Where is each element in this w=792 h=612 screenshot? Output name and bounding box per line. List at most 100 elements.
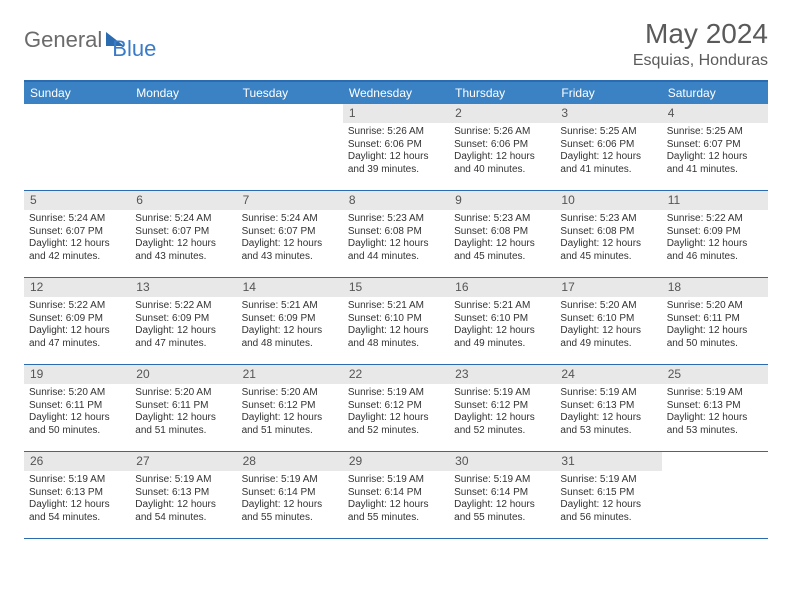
week-row: 19Sunrise: 5:20 AMSunset: 6:11 PMDayligh… bbox=[24, 365, 768, 452]
day-body: Sunrise: 5:19 AMSunset: 6:13 PMDaylight:… bbox=[130, 471, 236, 528]
day-number: 2 bbox=[449, 104, 555, 123]
day-number: 5 bbox=[24, 191, 130, 210]
day-number: 7 bbox=[237, 191, 343, 210]
day-cell: 22Sunrise: 5:19 AMSunset: 6:12 PMDayligh… bbox=[343, 365, 449, 451]
daylight-line: Daylight: 12 hours and 42 minutes. bbox=[29, 238, 125, 263]
day-number: 15 bbox=[343, 278, 449, 297]
daylight-line: Daylight: 12 hours and 51 minutes. bbox=[135, 412, 231, 437]
day-body: Sunrise: 5:20 AMSunset: 6:11 PMDaylight:… bbox=[662, 297, 768, 354]
empty-cell bbox=[662, 452, 768, 538]
daylight-line: Daylight: 12 hours and 41 minutes. bbox=[560, 151, 656, 176]
day-cell: 29Sunrise: 5:19 AMSunset: 6:14 PMDayligh… bbox=[343, 452, 449, 538]
sunset-line: Sunset: 6:10 PM bbox=[560, 313, 656, 326]
weeks-container: 1Sunrise: 5:26 AMSunset: 6:06 PMDaylight… bbox=[24, 104, 768, 539]
day-body: Sunrise: 5:20 AMSunset: 6:11 PMDaylight:… bbox=[130, 384, 236, 441]
day-body: Sunrise: 5:24 AMSunset: 6:07 PMDaylight:… bbox=[237, 210, 343, 267]
day-body: Sunrise: 5:19 AMSunset: 6:15 PMDaylight:… bbox=[555, 471, 661, 528]
sunrise-line: Sunrise: 5:19 AM bbox=[454, 387, 550, 400]
day-body: Sunrise: 5:22 AMSunset: 6:09 PMDaylight:… bbox=[24, 297, 130, 354]
day-cell: 2Sunrise: 5:26 AMSunset: 6:06 PMDaylight… bbox=[449, 104, 555, 190]
header: General Blue May 2024 Esquias, Honduras bbox=[24, 18, 768, 70]
sunrise-line: Sunrise: 5:23 AM bbox=[560, 213, 656, 226]
weekday-header: Monday bbox=[130, 82, 236, 104]
day-body: Sunrise: 5:19 AMSunset: 6:12 PMDaylight:… bbox=[449, 384, 555, 441]
daylight-line: Daylight: 12 hours and 45 minutes. bbox=[454, 238, 550, 263]
sunrise-line: Sunrise: 5:24 AM bbox=[29, 213, 125, 226]
day-number: 23 bbox=[449, 365, 555, 384]
day-cell: 8Sunrise: 5:23 AMSunset: 6:08 PMDaylight… bbox=[343, 191, 449, 277]
day-cell: 20Sunrise: 5:20 AMSunset: 6:11 PMDayligh… bbox=[130, 365, 236, 451]
sunset-line: Sunset: 6:09 PM bbox=[242, 313, 338, 326]
sunset-line: Sunset: 6:07 PM bbox=[29, 226, 125, 239]
sunrise-line: Sunrise: 5:21 AM bbox=[454, 300, 550, 313]
empty-cell bbox=[130, 104, 236, 190]
empty-cell bbox=[237, 104, 343, 190]
week-row: 5Sunrise: 5:24 AMSunset: 6:07 PMDaylight… bbox=[24, 191, 768, 278]
daylight-line: Daylight: 12 hours and 48 minutes. bbox=[348, 325, 444, 350]
week-row: 12Sunrise: 5:22 AMSunset: 6:09 PMDayligh… bbox=[24, 278, 768, 365]
sunset-line: Sunset: 6:10 PM bbox=[348, 313, 444, 326]
day-body: Sunrise: 5:20 AMSunset: 6:10 PMDaylight:… bbox=[555, 297, 661, 354]
daylight-line: Daylight: 12 hours and 55 minutes. bbox=[454, 499, 550, 524]
day-body: Sunrise: 5:24 AMSunset: 6:07 PMDaylight:… bbox=[130, 210, 236, 267]
day-body: Sunrise: 5:20 AMSunset: 6:11 PMDaylight:… bbox=[24, 384, 130, 441]
weekday-header: Tuesday bbox=[237, 82, 343, 104]
day-cell: 10Sunrise: 5:23 AMSunset: 6:08 PMDayligh… bbox=[555, 191, 661, 277]
daylight-line: Daylight: 12 hours and 52 minutes. bbox=[454, 412, 550, 437]
day-body: Sunrise: 5:19 AMSunset: 6:13 PMDaylight:… bbox=[24, 471, 130, 528]
day-cell: 27Sunrise: 5:19 AMSunset: 6:13 PMDayligh… bbox=[130, 452, 236, 538]
day-body: Sunrise: 5:22 AMSunset: 6:09 PMDaylight:… bbox=[662, 210, 768, 267]
day-cell: 1Sunrise: 5:26 AMSunset: 6:06 PMDaylight… bbox=[343, 104, 449, 190]
day-number: 9 bbox=[449, 191, 555, 210]
day-cell: 16Sunrise: 5:21 AMSunset: 6:10 PMDayligh… bbox=[449, 278, 555, 364]
daylight-line: Daylight: 12 hours and 40 minutes. bbox=[454, 151, 550, 176]
sunset-line: Sunset: 6:12 PM bbox=[242, 400, 338, 413]
sunset-line: Sunset: 6:14 PM bbox=[454, 487, 550, 500]
sunset-line: Sunset: 6:08 PM bbox=[348, 226, 444, 239]
calendar-grid: SundayMondayTuesdayWednesdayThursdayFrid… bbox=[24, 80, 768, 539]
sunrise-line: Sunrise: 5:25 AM bbox=[560, 126, 656, 139]
sunset-line: Sunset: 6:11 PM bbox=[29, 400, 125, 413]
empty-cell bbox=[24, 104, 130, 190]
week-row: 1Sunrise: 5:26 AMSunset: 6:06 PMDaylight… bbox=[24, 104, 768, 191]
sunset-line: Sunset: 6:06 PM bbox=[348, 139, 444, 152]
sunset-line: Sunset: 6:06 PM bbox=[454, 139, 550, 152]
sunset-line: Sunset: 6:14 PM bbox=[242, 487, 338, 500]
day-body: Sunrise: 5:21 AMSunset: 6:09 PMDaylight:… bbox=[237, 297, 343, 354]
sunrise-line: Sunrise: 5:26 AM bbox=[348, 126, 444, 139]
daylight-line: Daylight: 12 hours and 48 minutes. bbox=[242, 325, 338, 350]
month-title: May 2024 bbox=[633, 18, 768, 50]
day-cell: 14Sunrise: 5:21 AMSunset: 6:09 PMDayligh… bbox=[237, 278, 343, 364]
day-number: 14 bbox=[237, 278, 343, 297]
day-body: Sunrise: 5:23 AMSunset: 6:08 PMDaylight:… bbox=[449, 210, 555, 267]
day-body: Sunrise: 5:26 AMSunset: 6:06 PMDaylight:… bbox=[449, 123, 555, 180]
day-cell: 31Sunrise: 5:19 AMSunset: 6:15 PMDayligh… bbox=[555, 452, 661, 538]
sunrise-line: Sunrise: 5:23 AM bbox=[454, 213, 550, 226]
day-number: 13 bbox=[130, 278, 236, 297]
day-body: Sunrise: 5:21 AMSunset: 6:10 PMDaylight:… bbox=[449, 297, 555, 354]
sunrise-line: Sunrise: 5:19 AM bbox=[348, 474, 444, 487]
day-number: 1 bbox=[343, 104, 449, 123]
day-cell: 28Sunrise: 5:19 AMSunset: 6:14 PMDayligh… bbox=[237, 452, 343, 538]
day-body: Sunrise: 5:19 AMSunset: 6:13 PMDaylight:… bbox=[555, 384, 661, 441]
sunset-line: Sunset: 6:10 PM bbox=[454, 313, 550, 326]
day-number: 21 bbox=[237, 365, 343, 384]
day-number: 31 bbox=[555, 452, 661, 471]
day-number: 16 bbox=[449, 278, 555, 297]
sunset-line: Sunset: 6:06 PM bbox=[560, 139, 656, 152]
sunrise-line: Sunrise: 5:25 AM bbox=[667, 126, 763, 139]
day-cell: 30Sunrise: 5:19 AMSunset: 6:14 PMDayligh… bbox=[449, 452, 555, 538]
day-cell: 3Sunrise: 5:25 AMSunset: 6:06 PMDaylight… bbox=[555, 104, 661, 190]
day-number: 26 bbox=[24, 452, 130, 471]
daylight-line: Daylight: 12 hours and 44 minutes. bbox=[348, 238, 444, 263]
daylight-line: Daylight: 12 hours and 46 minutes. bbox=[667, 238, 763, 263]
daylight-line: Daylight: 12 hours and 45 minutes. bbox=[560, 238, 656, 263]
day-number: 12 bbox=[24, 278, 130, 297]
daylight-line: Daylight: 12 hours and 50 minutes. bbox=[667, 325, 763, 350]
sunset-line: Sunset: 6:11 PM bbox=[135, 400, 231, 413]
sunrise-line: Sunrise: 5:19 AM bbox=[135, 474, 231, 487]
day-cell: 24Sunrise: 5:19 AMSunset: 6:13 PMDayligh… bbox=[555, 365, 661, 451]
sunset-line: Sunset: 6:07 PM bbox=[242, 226, 338, 239]
sunset-line: Sunset: 6:08 PM bbox=[560, 226, 656, 239]
day-number: 6 bbox=[130, 191, 236, 210]
